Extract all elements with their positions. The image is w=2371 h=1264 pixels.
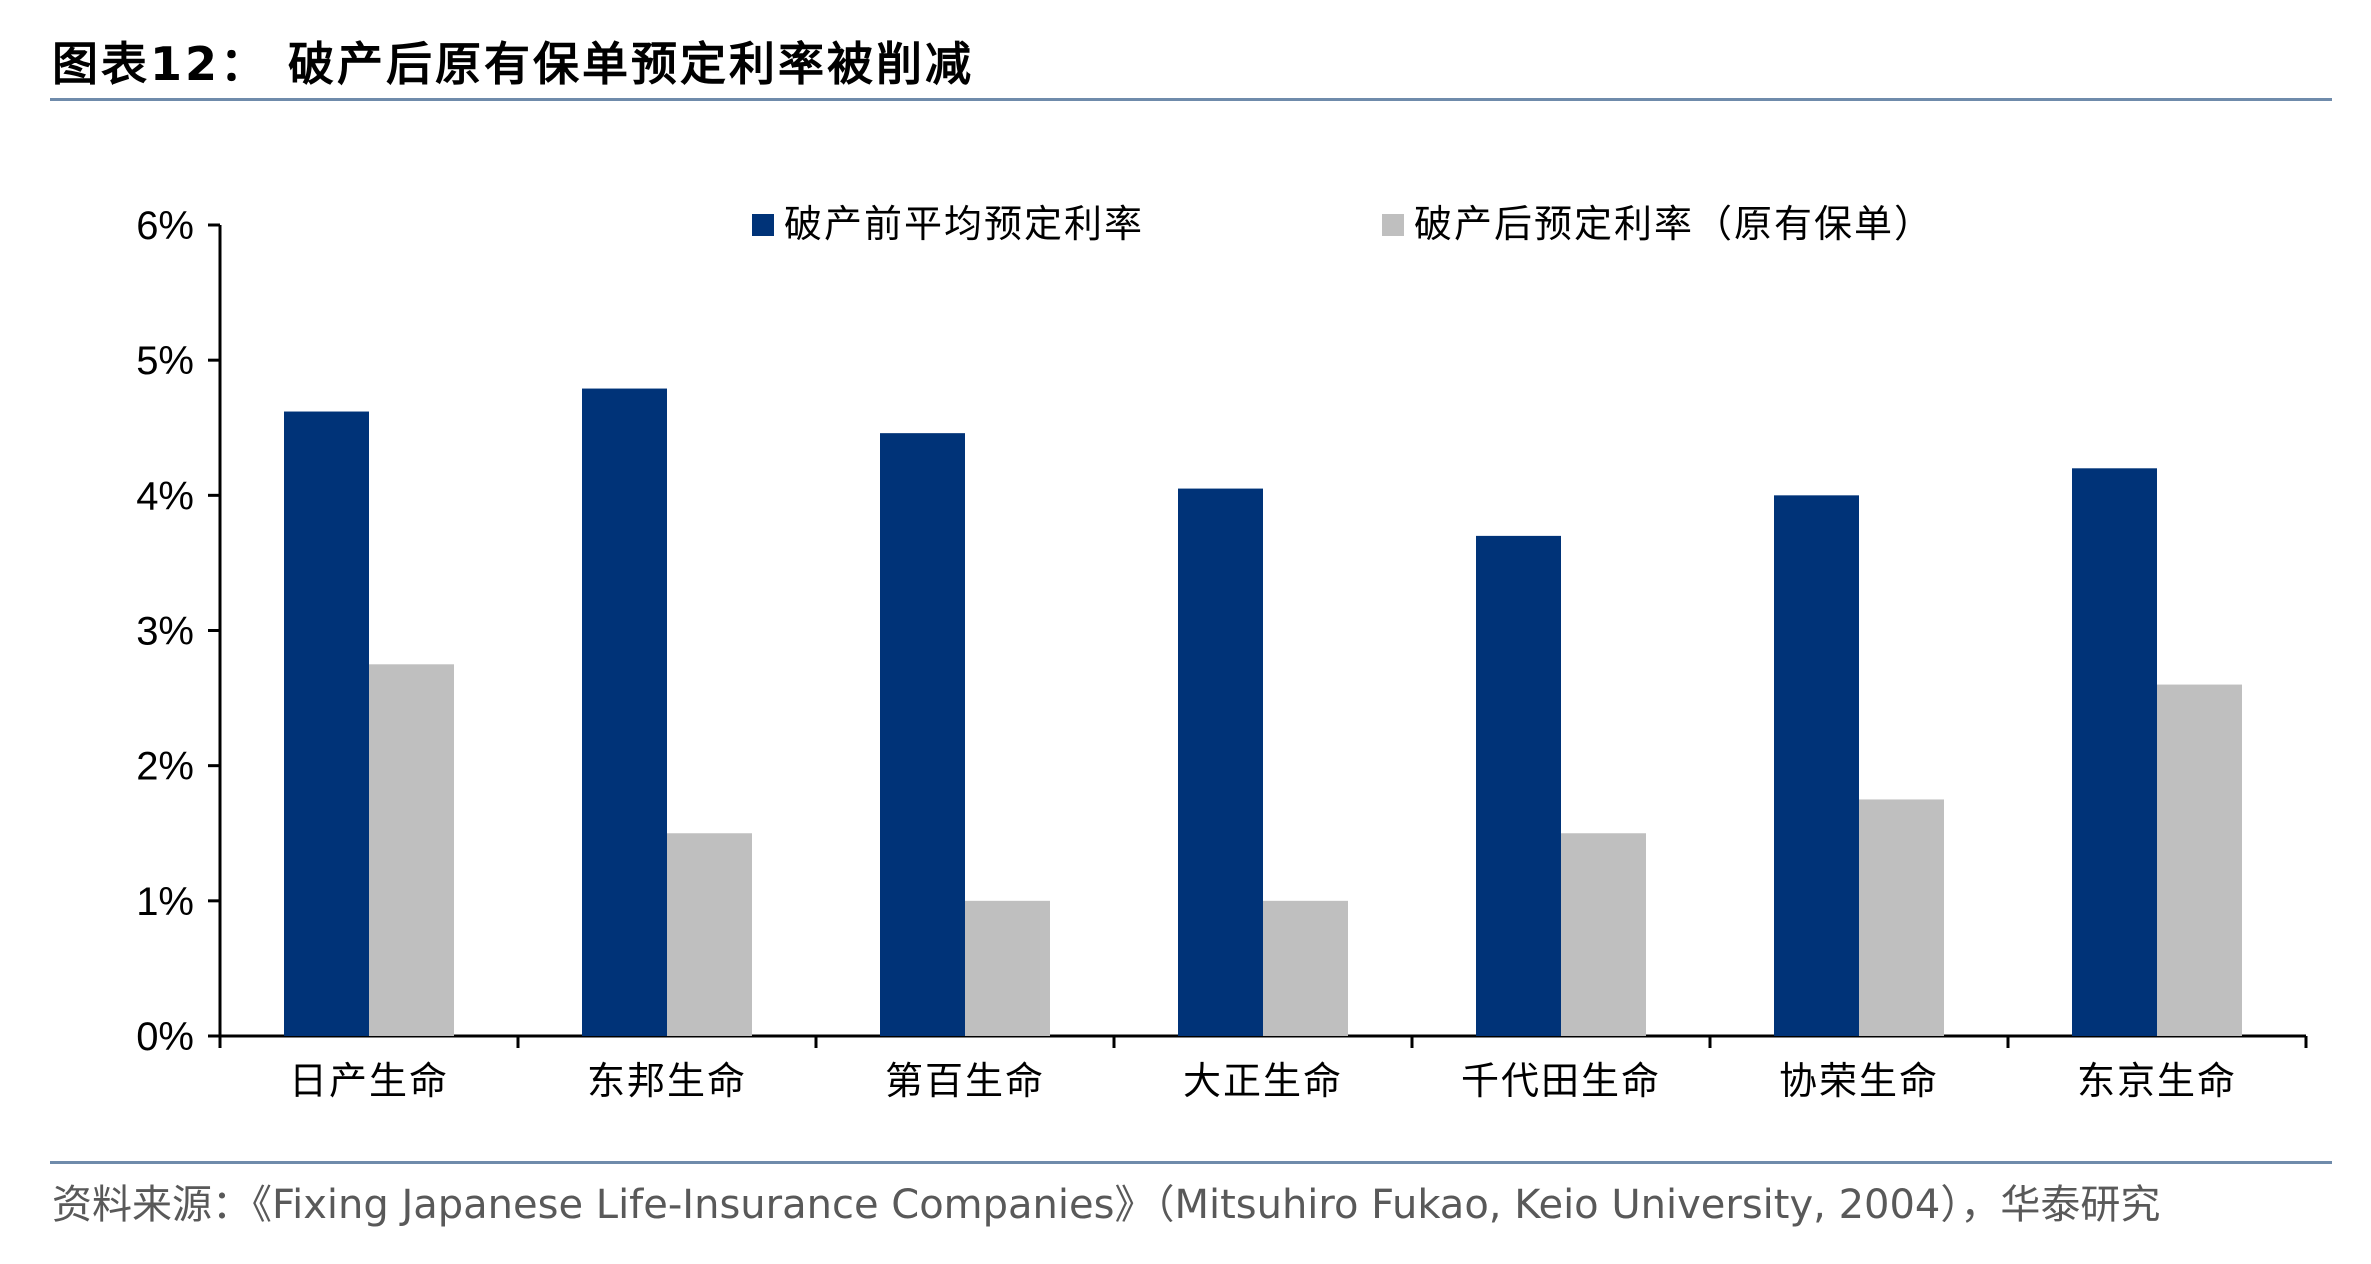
legend-swatch (752, 214, 774, 236)
bar-post-bankruptcy (965, 900, 1050, 1036)
bar-pre-bankruptcy (880, 433, 965, 1036)
x-category-label: 第百生命 (885, 1059, 1045, 1103)
bar-pre-bankruptcy (284, 411, 369, 1036)
y-tick-label: 3% (136, 610, 194, 654)
chart-bars (284, 388, 2242, 1037)
legend-label: 破产后预定利率（原有保单） (1414, 202, 1934, 246)
y-tick-label: 1% (136, 880, 194, 924)
source-note: 资料来源：《Fixing Japanese Life-Insurance Com… (52, 1182, 2161, 1228)
bar-pre-bankruptcy (2072, 468, 2157, 1036)
y-tick-label: 6% (136, 204, 194, 248)
chart-labels: 0% 1% 2% 3% 4% 5% 6% 日产生命 东邦生命 第百生命 大正生命 千代田生命 协荣生命 东… (136, 204, 2237, 1103)
bar-post-bankruptcy (1859, 799, 1944, 1036)
x-category-label: 千代田生命 (1461, 1059, 1661, 1103)
bar-post-bankruptcy (369, 664, 454, 1036)
title-divider (50, 98, 2332, 101)
legend-label: 破产前平均预定利率 (784, 202, 1144, 246)
x-category-label: 协荣生命 (1779, 1059, 1939, 1103)
y-tick-label: 4% (136, 474, 194, 518)
bar-pre-bankruptcy (1476, 535, 1561, 1036)
bar-post-bankruptcy (2157, 684, 2242, 1036)
x-category-label: 大正生命 (1183, 1059, 1343, 1103)
bar-pre-bankruptcy (1178, 488, 1263, 1036)
legend-swatch (1382, 214, 1404, 236)
bar-post-bankruptcy (1263, 900, 1348, 1036)
y-tick-label: 0% (136, 1015, 194, 1059)
x-category-label: 东京生命 (2077, 1059, 2237, 1103)
source-divider (50, 1161, 2332, 1164)
bar-pre-bankruptcy (582, 388, 667, 1037)
bar-pre-bankruptcy (1774, 495, 1859, 1036)
figure-title: 图表12： 破产后原有保单预定利率被削减 (52, 37, 975, 91)
x-category-label: 日产生命 (289, 1059, 449, 1103)
y-tick-label: 5% (136, 339, 194, 383)
y-tick-label: 2% (136, 745, 194, 789)
x-category-label: 东邦生命 (587, 1059, 747, 1103)
chart-legend: 破产前平均预定利率 破产后预定利率（原有保单） (752, 202, 1934, 246)
bar-post-bankruptcy (667, 833, 752, 1036)
bar-post-bankruptcy (1561, 833, 1646, 1036)
